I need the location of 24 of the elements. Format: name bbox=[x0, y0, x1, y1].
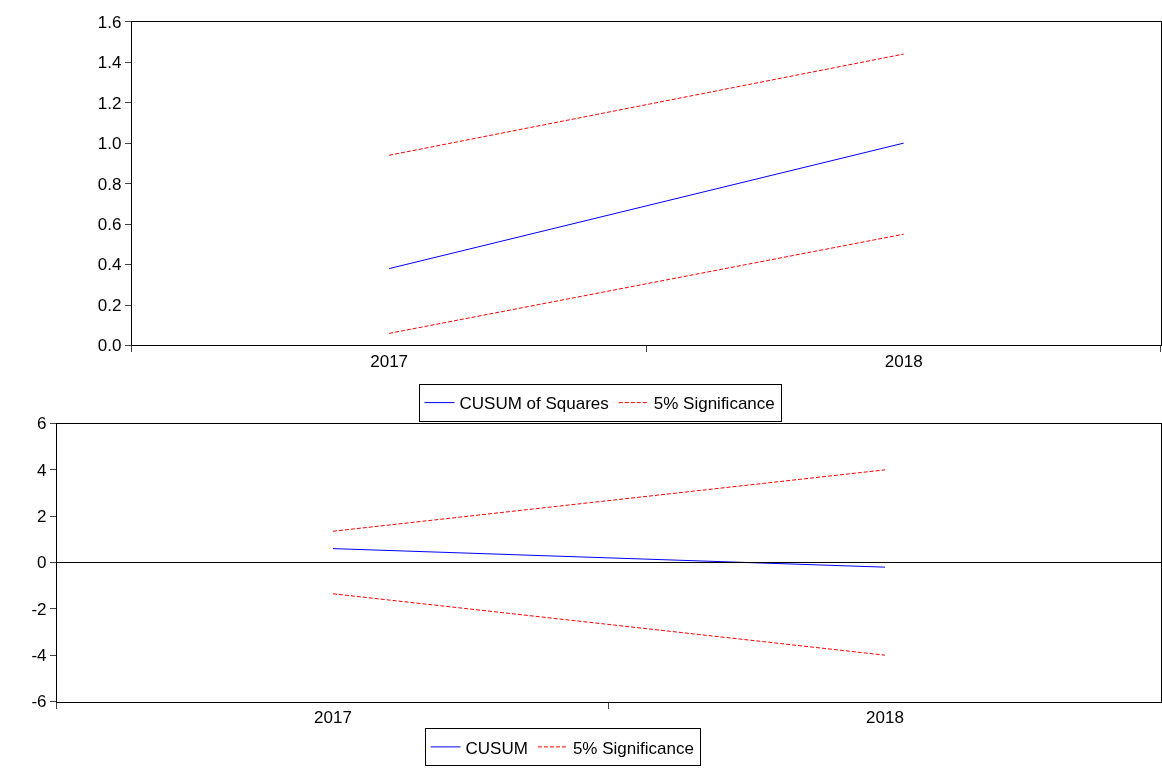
y-tick-label: 1.0 bbox=[97, 134, 122, 154]
y-tick-label: -4 bbox=[31, 646, 47, 666]
y-tick-label: 1.6 bbox=[97, 12, 122, 32]
y-tick-label: -6 bbox=[31, 692, 47, 712]
legend-label: 5% Significance bbox=[653, 394, 775, 414]
x-tick-label: 2018 bbox=[884, 351, 923, 371]
y-tick-label: 0.4 bbox=[97, 255, 122, 275]
legend-label: CUSUM of Squares bbox=[459, 394, 609, 414]
legend-label: CUSUM bbox=[465, 738, 528, 758]
y-tick-label: 1.2 bbox=[97, 93, 122, 113]
x-tick-label: 2017 bbox=[314, 707, 352, 727]
y-tick-label: 2 bbox=[37, 507, 47, 527]
y-tick-label: -2 bbox=[31, 599, 47, 619]
y-tick-label: 0.8 bbox=[97, 174, 122, 194]
x-tick-label: 2017 bbox=[370, 351, 409, 371]
y-tick-label: 0.2 bbox=[97, 295, 122, 315]
y-tick-label: 0.0 bbox=[97, 336, 122, 356]
legend-label: 5% Significance bbox=[572, 738, 694, 758]
y-tick-label: 0 bbox=[37, 553, 47, 573]
y-tick-label: 4 bbox=[37, 460, 47, 480]
y-tick-label: 1.4 bbox=[97, 53, 122, 73]
y-tick-label: 0.6 bbox=[97, 215, 122, 235]
y-tick-label: 6 bbox=[37, 414, 47, 434]
x-tick-label: 2018 bbox=[866, 707, 904, 727]
